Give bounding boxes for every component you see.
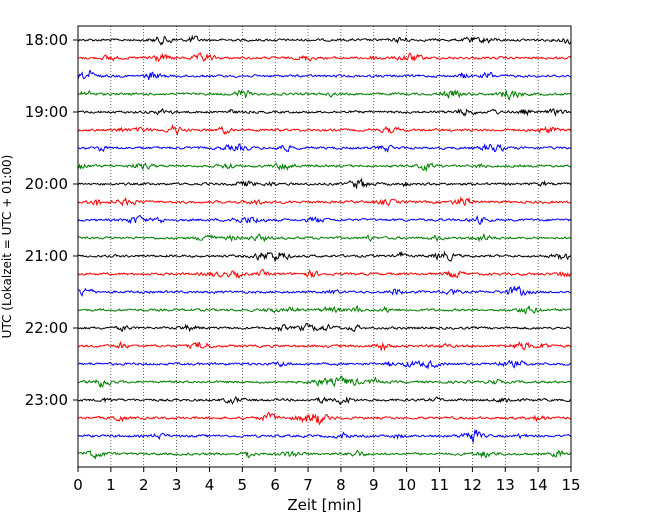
trace-line (77, 250, 572, 262)
x-tick-label: 3 (172, 476, 182, 494)
trace-line (77, 359, 572, 370)
trace-line (77, 285, 572, 297)
trace-line (77, 411, 572, 426)
y-axis-label: UTC (Lokalzeit = UTC + 01:00) (0, 155, 14, 339)
x-axis-label: Zeit [min] (287, 496, 361, 514)
traces (77, 34, 572, 460)
plot-frame (77, 25, 572, 468)
trace-line (77, 142, 572, 153)
trace-line (77, 214, 572, 225)
y-tick-label: 23:00 (25, 391, 68, 409)
trace-line (77, 162, 572, 173)
x-tick-label: 12 (463, 476, 482, 494)
trace-line (77, 428, 572, 444)
y-tick-label: 18:00 (25, 31, 68, 49)
x-tick-label: 8 (336, 476, 346, 494)
trace-line (77, 375, 572, 389)
x-tick-label: 6 (270, 476, 280, 494)
x-tick-label: 1 (106, 476, 116, 494)
y-tick-label: 22:00 (25, 319, 68, 337)
trace-line (77, 89, 572, 101)
x-tick-label: 7 (303, 476, 313, 494)
trace-line (77, 69, 572, 80)
trace-line (77, 52, 572, 63)
trace-line (77, 340, 572, 352)
y-tick-label: 19:00 (25, 103, 68, 121)
x-tick-label: 0 (73, 476, 83, 494)
x-axis-ticks: 0 1 2 3 4 5 6 7 8 9 10 11 12 13 14 15 (73, 467, 581, 494)
x-tick-label: 13 (496, 476, 515, 494)
x-tick-label: 10 (397, 476, 416, 494)
trace-line (77, 108, 572, 118)
x-tick-label: 9 (369, 476, 379, 494)
trace-line (77, 123, 572, 136)
x-tick-label: 14 (529, 476, 548, 494)
trace-line (77, 195, 572, 207)
trace-line (77, 304, 572, 315)
x-tick-label: 2 (139, 476, 149, 494)
trace-line (77, 268, 572, 279)
x-tick-label: 5 (238, 476, 248, 494)
trace-line (77, 395, 572, 406)
y-tick-label: 20:00 (25, 175, 68, 193)
trace-line (77, 322, 572, 333)
trace-line (77, 177, 572, 189)
y-tick-label: 21:00 (25, 247, 68, 265)
x-tick-label: 15 (561, 476, 580, 494)
y-axis-ticks: 18:00 19:00 20:00 21:00 22:00 23:00 (25, 31, 78, 409)
x-tick-label: 4 (205, 476, 215, 494)
trace-line (77, 34, 572, 47)
trace-line (77, 233, 572, 243)
x-tick-label: 11 (430, 476, 449, 494)
trace-line (77, 449, 572, 460)
